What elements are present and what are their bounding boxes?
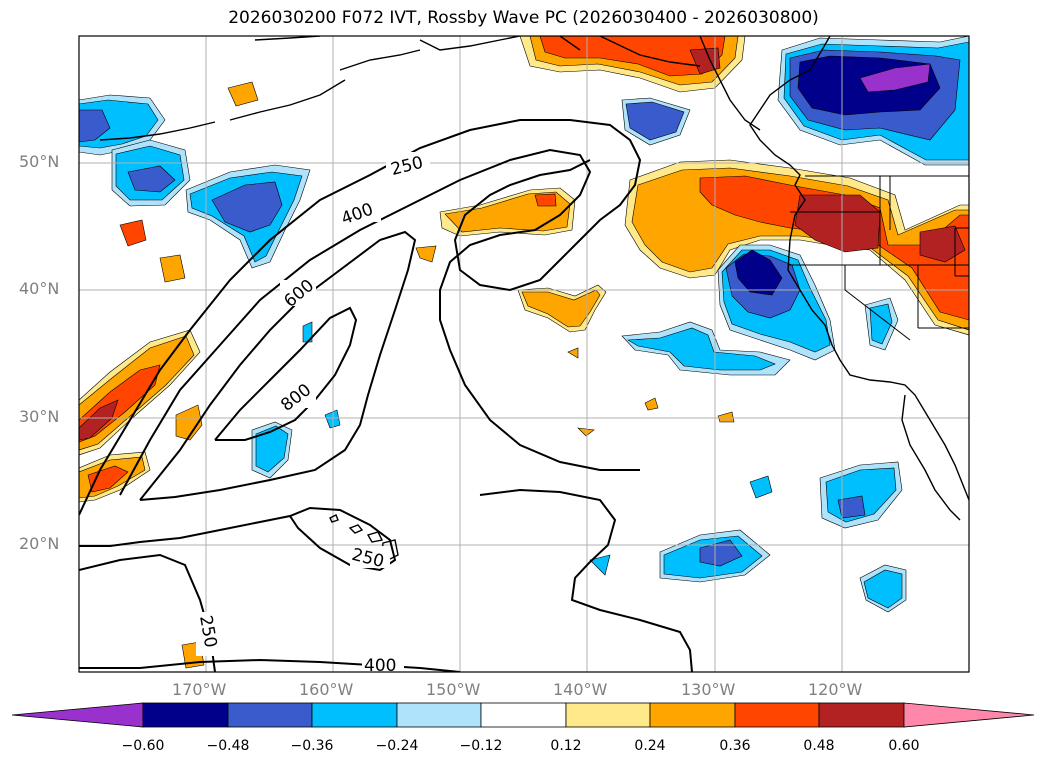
negative-anomaly-region	[625, 101, 685, 141]
negative-anomaly-region	[863, 569, 903, 609]
lon-label: 170°W	[172, 680, 227, 699]
colorbar-swatch	[734, 702, 820, 728]
colorbar-tick-label: 0.60	[888, 738, 920, 754]
negative-anomaly-region	[749, 475, 773, 499]
negative-anomaly-region	[211, 181, 283, 233]
colorbar-tick-label: −0.48	[206, 738, 250, 754]
positive-anomaly-region	[577, 427, 595, 437]
colorbar-tick-label: 0.12	[550, 738, 582, 754]
colorbar-swatch	[396, 702, 482, 728]
positive-anomaly-region	[521, 289, 601, 328]
negative-anomaly-region	[734, 249, 783, 296]
colorbar-swatch	[227, 702, 313, 728]
lat-label: 30°N	[19, 407, 60, 426]
positive-anomaly-region	[794, 194, 881, 253]
lon-label: 150°W	[426, 680, 481, 699]
positive-anomaly-region	[539, 36, 726, 77]
lon-label: 160°W	[299, 680, 354, 699]
lat-label: 20°N	[19, 534, 60, 553]
colorbar-swatch	[480, 702, 567, 728]
contour-label-400-south: 400	[364, 656, 396, 676]
negative-anomaly-region	[699, 539, 743, 567]
positive-anomaly-region	[415, 245, 437, 263]
negative-anomaly-region	[255, 425, 289, 473]
ivt-contour-400-south	[79, 658, 461, 672]
positive-anomaly-region	[119, 219, 147, 247]
negative-anomaly-region	[837, 495, 866, 519]
colorbar-extend-high	[903, 702, 1035, 728]
map-frame	[78, 35, 970, 673]
ivt-contour-east	[479, 488, 693, 672]
negative-anomaly-region	[859, 63, 931, 93]
colorbar-swatch	[649, 702, 736, 728]
negative-anomaly-region	[302, 321, 313, 343]
colorbar-tick-label: 0.48	[803, 738, 835, 754]
gridlines	[79, 36, 969, 672]
contour-labels: 250 400 600 800 250 250 400	[195, 152, 430, 676]
negative-anomaly-region	[589, 554, 611, 576]
colorbar-tick-label: 0.36	[719, 738, 751, 754]
lat-label: 40°N	[19, 279, 60, 298]
colorbar-tick-label: −0.36	[290, 738, 334, 754]
colorbar-tick-label: −0.12	[459, 738, 503, 754]
negative-anomaly-region	[127, 165, 176, 193]
anomaly-shading	[79, 36, 969, 669]
colorbar	[11, 702, 1035, 728]
negative-anomaly-region	[627, 327, 776, 371]
colorbar-swatch	[818, 702, 905, 728]
positive-anomaly-region	[717, 411, 735, 423]
colorbar-tick-label: −0.24	[375, 738, 419, 754]
lon-label: 120°W	[808, 680, 863, 699]
coastlines	[99, 36, 969, 521]
colorbar-extend-low	[11, 702, 144, 728]
negative-anomaly-region	[79, 109, 111, 143]
lon-label: 140°W	[553, 680, 608, 699]
ivt-contour-250-south	[79, 506, 397, 572]
state-borders	[788, 175, 969, 341]
colorbar-swatch	[311, 702, 398, 728]
hawaii-islands	[329, 514, 399, 561]
lat-label: 50°N	[19, 152, 60, 171]
map-title: 2026030200 F072 IVT, Rossby Wave PC (202…	[228, 8, 819, 28]
ivt-contour-250	[79, 119, 642, 516]
positive-anomaly-region	[227, 81, 259, 107]
positive-anomaly-region	[631, 167, 969, 331]
colorbar-tick-label: −0.60	[121, 738, 165, 754]
colorbar-swatch	[142, 702, 229, 728]
colorbar-swatch	[565, 702, 651, 728]
positive-anomaly-region	[175, 404, 203, 441]
positive-anomaly-region	[534, 193, 557, 207]
lon-label: 130°W	[681, 680, 736, 699]
positive-anomaly-region	[644, 397, 659, 411]
positive-anomaly-region	[567, 347, 579, 359]
ivt-contour-600	[139, 230, 417, 501]
ivt-contour-800	[214, 306, 358, 441]
positive-anomaly-region	[159, 254, 186, 283]
colorbar-tick-label: 0.24	[634, 738, 666, 754]
